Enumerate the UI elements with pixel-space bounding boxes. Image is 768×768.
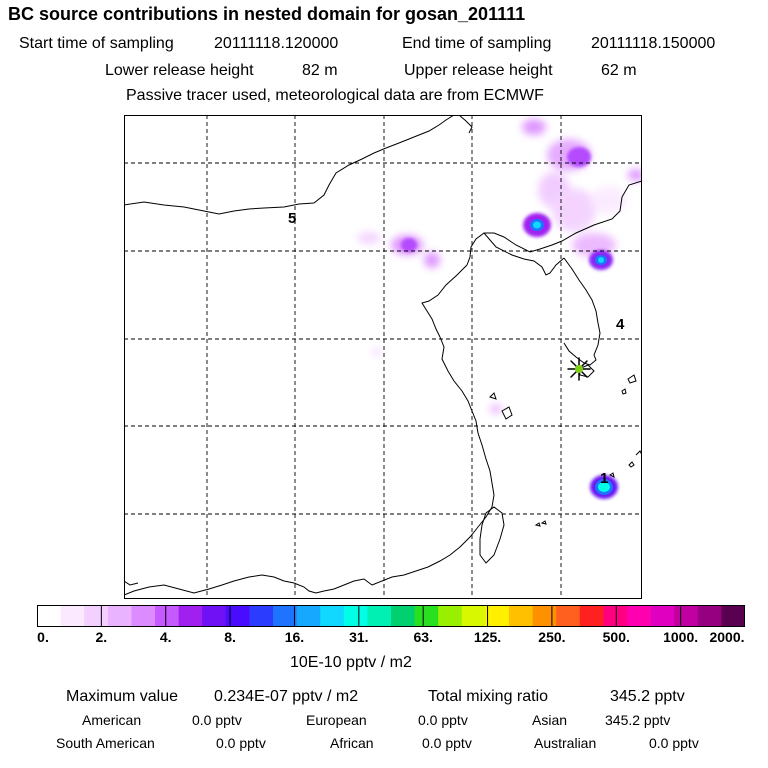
colorbar-swatch (438, 605, 463, 627)
colorbar-tick-label: 31. (349, 629, 369, 645)
colorbar-swatch (556, 605, 581, 627)
upper-release-label: Upper release height (404, 62, 553, 79)
receptor-star-icon (567, 357, 591, 381)
colorbar-tick-label: 4. (159, 629, 172, 645)
colorbar-tick-label: 63. (413, 629, 433, 645)
colorbar-swatch (721, 605, 745, 627)
colorbar-tick-label: 125. (473, 629, 502, 645)
european-label: European (306, 712, 367, 728)
colorbar-swatch (579, 605, 604, 627)
colorbar-swatch (202, 605, 227, 627)
colorbar-swatch (485, 605, 510, 627)
australian-value: 0.0 pptv (649, 735, 699, 751)
trajectory-marker-1: 1 (600, 470, 608, 487)
lat-lon-grid (124, 115, 642, 599)
colorbar-swatch (155, 605, 179, 627)
colorbar-tick-label: 2000. (709, 629, 745, 645)
asian-label: Asian (532, 712, 568, 728)
colorbar-swatch (674, 605, 699, 627)
colorbar-swatch (37, 605, 61, 627)
colorbar-swatch (320, 605, 345, 627)
colorbar-swatch (414, 605, 439, 627)
colorbar-swatch (107, 605, 132, 627)
colorbar (37, 605, 745, 627)
tracer-note: Passive tracer used, meteorological data… (126, 87, 544, 104)
end-time-value: 20111118.150000 (591, 35, 716, 52)
colorbar-swatch (532, 605, 557, 627)
colorbar-swatch (509, 605, 533, 627)
colorbar-tick-label: 1000. (663, 629, 699, 645)
trajectory-marker-4: 4 (616, 316, 625, 333)
colorbar-tick-label: 8. (224, 629, 236, 645)
african-label: African (330, 735, 374, 751)
lower-release-value: 82 m (302, 62, 338, 79)
max-value-label: Maximum value (66, 688, 179, 705)
colorbar-swatch (249, 605, 274, 627)
colorbar-swatch (367, 605, 392, 627)
source-contribution-map: 5 4 1 (124, 115, 642, 599)
page-title: BC source contributions in nested domain… (8, 4, 526, 24)
colorbar-tick-label: 2. (95, 629, 108, 645)
lower-release-label: Lower release height (105, 62, 254, 79)
european-value: 0.0 pptv (418, 712, 468, 728)
african-value: 0.0 pptv (422, 735, 472, 751)
start-time-label: Start time of sampling (19, 35, 174, 52)
south-american-value: 0.0 pptv (216, 735, 266, 751)
colorbar-tick-label: 250. (538, 629, 566, 645)
asian-value: 345.2 pptv (605, 712, 671, 728)
colorbar-swatch (343, 605, 368, 627)
south-american-label: South American (56, 735, 155, 751)
colorbar-swatch (391, 605, 415, 627)
upper-release-value: 62 m (601, 62, 637, 79)
colorbar-swatch (131, 605, 156, 627)
total-mixing-label: Total mixing ratio (428, 688, 549, 705)
colorbar-swatch (273, 605, 297, 627)
max-value: 0.234E-07 pptv / m2 (214, 688, 359, 705)
colorbar-units: 10E-10 pptv / m2 (290, 654, 412, 671)
colorbar-swatch (697, 605, 722, 627)
end-time-label: End time of sampling (402, 35, 552, 52)
colorbar-swatch (225, 605, 250, 627)
colorbar-swatch (650, 605, 675, 627)
colorbar-swatch (178, 605, 203, 627)
colorbar-tick-label: 16. (284, 629, 305, 645)
australian-label: Australian (534, 735, 597, 751)
trajectory-marker-5: 5 (288, 210, 296, 227)
colorbar-swatch (296, 605, 321, 627)
start-time-value: 20111118.120000 (214, 35, 339, 52)
american-label: American (82, 712, 142, 728)
colorbar-swatch (60, 605, 85, 627)
colorbar-swatch (461, 605, 486, 627)
colorbar-swatch (627, 605, 651, 627)
total-mixing-value: 345.2 pptv (610, 688, 685, 705)
colorbar-swatch (603, 605, 628, 627)
colorbar-border (37, 605, 745, 627)
colorbar-tick-label: 0. (37, 629, 49, 645)
american-value: 0.0 pptv (192, 712, 242, 728)
colorbar-swatch (84, 605, 109, 627)
coastlines (124, 115, 642, 596)
colorbar-tick-label: 500. (602, 629, 630, 645)
